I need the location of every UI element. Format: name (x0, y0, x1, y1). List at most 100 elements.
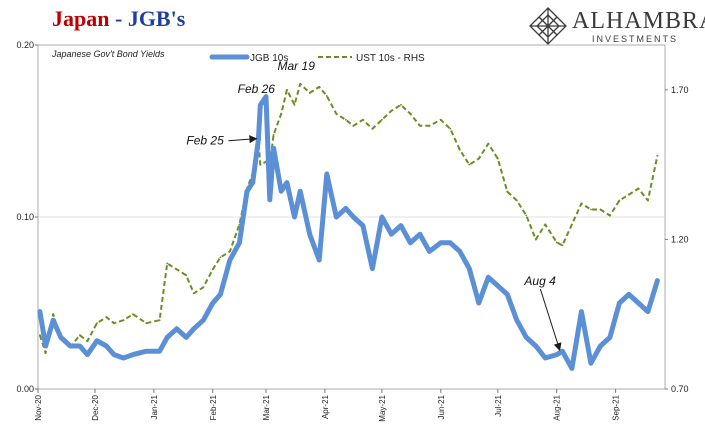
data-point-jgb-10s (399, 224, 403, 227)
data-point-jgb-10s (570, 367, 574, 370)
data-point-jgb-10s (185, 336, 188, 339)
x-tick-label: Dec-20 (91, 394, 100, 420)
data-point-jgb-10s (409, 241, 412, 244)
data-point-jgb-10s (561, 349, 564, 353)
data-point-jgb-10s (175, 327, 178, 330)
chart-title-separator: - (109, 6, 128, 31)
data-point-ust-10s (166, 262, 169, 265)
data-point-ust-10s (44, 352, 47, 355)
data-point-jgb-10s (637, 301, 640, 305)
chart-title: Japan - JGB's (52, 6, 185, 32)
left-tick-label: 0.00 (16, 384, 34, 394)
data-point-jgb-10s (272, 147, 275, 150)
data-point-jgb-10s (131, 353, 135, 356)
chart-title-sub: JGB's (127, 6, 186, 31)
data-point-ust-10s (590, 208, 592, 211)
data-point-jgb-10s (280, 190, 283, 193)
data-point-ust-10s (506, 190, 509, 193)
series-line-jgb-10s (37, 94, 660, 371)
data-point-ust-10s (318, 85, 321, 88)
data-point-ust-10s (259, 163, 262, 166)
data-point-jgb-10s (361, 224, 365, 227)
data-point-jgb-10s (589, 362, 593, 365)
data-point-jgb-10s (344, 207, 347, 210)
data-point-jgb-10s (166, 336, 169, 339)
annotation-aug-4: Aug 4 (523, 274, 556, 288)
data-point-jgb-10s (618, 301, 621, 305)
data-point-jgb-10s (105, 344, 108, 348)
data-point-jgb-10s (264, 95, 268, 98)
data-point-jgb-10s (192, 327, 195, 330)
data-point-ust-10s (229, 250, 231, 253)
data-point-jgb-10s (580, 310, 583, 313)
data-point-ust-10s (185, 274, 188, 277)
x-tick-label: Nov-20 (34, 394, 43, 420)
data-point-jgb-10s (259, 104, 262, 107)
data-point-ust-10s (525, 214, 528, 217)
data-point-ust-10s (113, 322, 115, 325)
data-point-ust-10s (555, 241, 558, 244)
data-point-jgb-10s (496, 284, 499, 287)
chart-title-main: Japan (52, 6, 110, 31)
right-tick-label: 0.70 (671, 384, 689, 394)
data-point-jgb-10s (449, 241, 452, 244)
data-point-ust-10s (335, 112, 338, 115)
data-point-jgb-10s (646, 310, 650, 313)
left-axis-ticks: 0.00 0.10 0.20 (16, 40, 38, 394)
diamond-lattice-icon (529, 7, 567, 45)
annotation-feb-26: Feb 26 (238, 82, 276, 96)
data-point-jgb-10s (418, 233, 422, 236)
data-point-ust-10s (618, 199, 621, 202)
data-point-jgb-10s (555, 353, 558, 356)
data-point-ust-10s (419, 124, 421, 127)
x-tick-label: Aug-21 (553, 394, 562, 420)
data-point-jgb-10s (52, 319, 55, 322)
data-point-ust-10s (105, 316, 108, 319)
data-point-jgb-10s (428, 250, 431, 253)
x-tick-label: Mar-21 (262, 394, 271, 420)
data-point-ust-10s (496, 157, 499, 160)
annotation-mar-19: Mar 19 (278, 59, 316, 73)
data-point-jgb-10s (95, 339, 99, 343)
data-point-jgb-10s (439, 241, 442, 244)
data-point-ust-10s (280, 112, 283, 115)
data-point-ust-10s (122, 319, 125, 322)
data-point-ust-10s (96, 322, 98, 325)
data-point-ust-10s (409, 112, 412, 115)
data-point-jgb-10s (202, 319, 205, 322)
data-point-jgb-10s (458, 250, 461, 253)
data-point-jgb-10s (285, 181, 289, 184)
data-point-jgb-10s (506, 293, 509, 296)
data-point-ust-10s (202, 286, 205, 289)
data-point-jgb-10s (308, 233, 311, 236)
legend-label-ust-10s: UST 10s - RHS (356, 53, 425, 64)
x-tick-label: Jun-21 (437, 394, 446, 419)
data-point-ust-10s (599, 208, 602, 211)
data-point-ust-10s (308, 91, 311, 94)
data-point-ust-10s (175, 268, 178, 271)
data-point-ust-10s (299, 82, 302, 85)
data-point-jgb-10s (211, 301, 214, 305)
data-point-ust-10s (637, 187, 640, 190)
data-point-ust-10s (534, 238, 537, 241)
data-point-ust-10s (219, 256, 222, 259)
left-tick-label: 0.20 (16, 40, 34, 50)
series-layer (37, 82, 660, 371)
data-point-ust-10s (272, 133, 275, 136)
data-point-jgb-10s (228, 258, 232, 262)
annotation-feb-25: Feb 25 (186, 134, 224, 148)
x-axis-ticks: Nov-20 Dec-20 Jan-21 Feb-21 Mar-21 Apr-21 May-… (34, 389, 621, 422)
data-point-jgb-10s (318, 258, 321, 262)
data-point-ust-10s (293, 103, 296, 106)
data-point-jgb-10s (44, 344, 47, 348)
data-point-ust-10s (487, 142, 490, 145)
data-point-ust-10s (544, 223, 547, 226)
data-point-ust-10s (39, 334, 41, 337)
data-point-ust-10s (86, 340, 89, 343)
left-tick-label: 0.10 (16, 212, 34, 222)
data-point-ust-10s (52, 313, 55, 316)
data-point-jgb-10s (534, 344, 537, 348)
data-point-jgb-10s (257, 138, 260, 141)
